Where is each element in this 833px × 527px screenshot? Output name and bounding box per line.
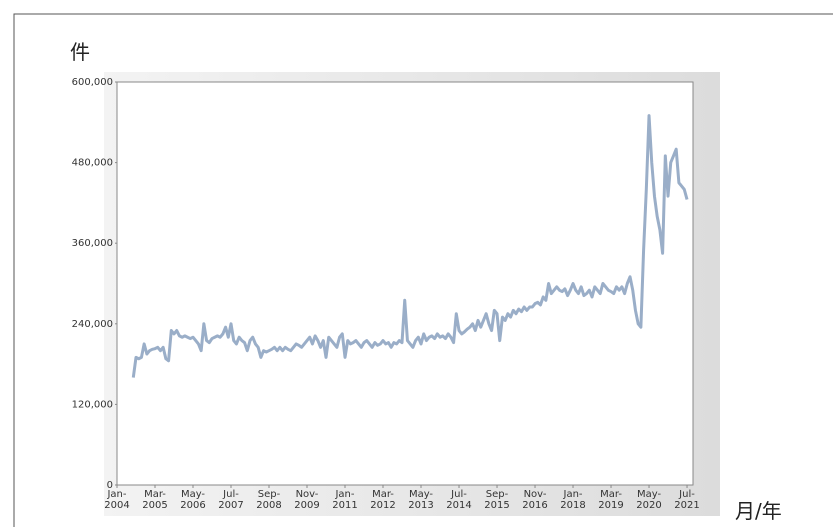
x-tick-label: Jul-2021 <box>674 489 700 511</box>
y-tick-label: 600,000 <box>72 77 113 88</box>
x-tick-label: May-2006 <box>180 489 206 511</box>
y-tick-label: 0 <box>107 480 113 491</box>
data-line <box>131 114 689 378</box>
x-tick-label: May-2020 <box>636 489 662 511</box>
x-tick-label: Jan-2011 <box>332 489 358 511</box>
x-tick-label: May-2013 <box>408 489 434 511</box>
x-axis-label: 月/年 <box>735 499 782 523</box>
y-axis-label: 件 <box>70 40 90 64</box>
plot-area <box>116 81 694 486</box>
x-tick-label: Jan-2018 <box>560 489 586 511</box>
x-tick-label: Mar-2012 <box>370 489 396 511</box>
y-tick-label: 120,000 <box>72 399 113 410</box>
x-tick-label: Sep-2008 <box>256 489 282 511</box>
x-tick-label: Mar-2005 <box>142 489 168 511</box>
y-tick-label: 360,000 <box>72 238 113 249</box>
y-tick-label: 480,000 <box>72 158 113 169</box>
frame <box>13 13 833 527</box>
x-tick-label: Mar-2019 <box>598 489 624 511</box>
x-tick-label: Jan-2004 <box>104 489 130 511</box>
x-tick-label: Sep-2015 <box>484 489 510 511</box>
x-tick-label: Nov-2009 <box>294 489 320 511</box>
x-tick-label: Jul-2007 <box>218 489 244 511</box>
y-tick-label: 240,000 <box>72 319 113 330</box>
x-tick-label: Jul-2014 <box>446 489 472 511</box>
x-tick-label: Nov-2016 <box>522 489 548 511</box>
